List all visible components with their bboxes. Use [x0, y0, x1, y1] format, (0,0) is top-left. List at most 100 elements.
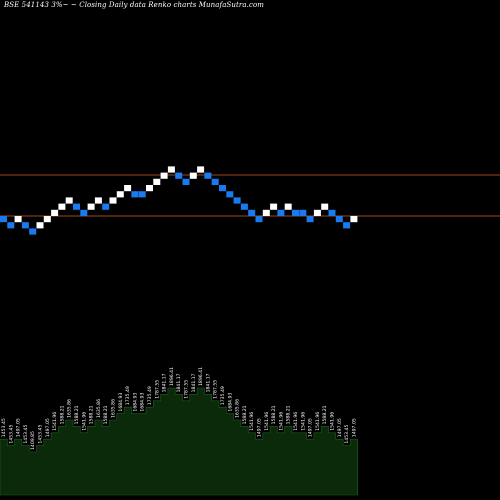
price-label: 1841.17 — [176, 373, 182, 392]
price-label: 1497.05 — [351, 418, 357, 437]
renko-brick-up — [58, 203, 66, 210]
price-label: 1541.96 — [315, 412, 321, 431]
price-label: 1635.86 — [67, 399, 73, 418]
price-label: 1409.85 — [30, 431, 36, 450]
price-label: 1684.93 — [132, 393, 138, 412]
symbol-label: BSE 541143 3% — [4, 1, 63, 9]
price-label: 1588.21 — [271, 405, 277, 424]
renko-brick-down — [73, 203, 80, 210]
renko-brick-down — [299, 209, 307, 216]
renko-brick-up — [87, 203, 95, 210]
renko-brick-up — [116, 191, 124, 198]
price-label: 1541.96 — [249, 412, 255, 431]
price-label: 1684.93 — [227, 393, 233, 412]
renko-brick-up — [189, 172, 197, 179]
price-label: 1541.96 — [300, 412, 306, 431]
renko-brick-down — [277, 209, 285, 216]
price-label: 1635.86 — [235, 399, 241, 418]
renko-brick-up — [94, 197, 102, 204]
renko-brick-up — [284, 203, 292, 210]
renko-brick-up — [109, 197, 117, 204]
renko-brick-down — [343, 222, 351, 229]
renko-brick-up — [14, 216, 22, 223]
renko-brick-up — [153, 178, 161, 185]
price-label: 1787.55 — [213, 380, 219, 399]
price-label: 1787.55 — [184, 380, 190, 399]
price-label: 1541.96 — [81, 412, 87, 431]
renko-brick-down — [240, 203, 248, 210]
price-label: 1453.45 — [23, 425, 29, 444]
renko-brick-down — [328, 209, 336, 216]
renko-brick-down — [233, 197, 241, 204]
price-area — [0, 387, 358, 496]
renko-brick-up — [160, 172, 168, 179]
price-label: 1541.96 — [293, 412, 299, 431]
renko-brick-down — [80, 209, 88, 216]
arrow-glyphs: ~ ~ — [62, 1, 77, 9]
renko-brick-up — [321, 203, 329, 210]
price-label: 1453.45 — [38, 425, 44, 444]
renko-brick-up — [262, 209, 270, 216]
renko-brick-down — [131, 191, 139, 198]
price-label: 1588.21 — [286, 405, 292, 424]
renko-brick-up — [43, 216, 51, 223]
renko-brick-up — [146, 185, 153, 192]
price-label: 1497.05 — [16, 418, 22, 437]
renko-brick-down — [29, 228, 37, 235]
price-label: 1841.17 — [162, 373, 168, 392]
renko-brick-up — [124, 185, 132, 192]
price-label: 1588.21 — [59, 405, 65, 424]
renko-brick-up — [51, 209, 59, 216]
price-label: 1684.93 — [140, 393, 146, 412]
price-label: 1497.05 — [45, 418, 51, 437]
renko-brick-down — [175, 172, 183, 179]
price-label: 1541.96 — [52, 412, 58, 431]
price-label: 1541.96 — [330, 412, 336, 431]
renko-brick-down — [306, 216, 314, 223]
price-label: 1735.49 — [220, 386, 226, 405]
price-label: 1684.93 — [118, 393, 124, 412]
price-label: 1541.96 — [264, 412, 270, 431]
chart-title: BSE 541143 3%~ ~ Closing Daily data Renk… — [4, 1, 264, 9]
renko-brick-up — [36, 222, 44, 229]
price-area-fill — [0, 387, 358, 496]
renko-brick-up — [65, 197, 73, 204]
price-label: 1497.05 — [257, 418, 263, 437]
renko-brick-down — [255, 216, 263, 223]
price-label: 1635.86 — [111, 399, 117, 418]
price-label: 1588.21 — [322, 405, 328, 424]
price-label: 1453.45 — [1, 418, 7, 437]
renko-brick-down — [219, 185, 226, 192]
price-label: 1588.21 — [103, 405, 109, 424]
renko-brick-down — [182, 178, 190, 185]
price-label: 1453.45 — [344, 425, 350, 444]
renko-bricks — [0, 166, 358, 235]
price-label: 1635.86 — [96, 399, 102, 418]
price-label: 1541.96 — [278, 412, 284, 431]
price-labels: 1453.45 1453.45 1497.05 1453.45 1409.85 1453.… — [1, 367, 357, 450]
renko-brick-down — [248, 209, 256, 216]
price-label: 1841.17 — [191, 373, 197, 392]
renko-brick-up — [350, 216, 358, 223]
renko-brick-down — [0, 216, 7, 223]
renko-brick-up — [167, 166, 175, 173]
renko-brick-down — [138, 191, 146, 198]
price-label: 1497.05 — [308, 418, 314, 437]
renko-brick-down — [21, 222, 29, 229]
renko-brick-down — [211, 178, 219, 185]
price-label: 1588.21 — [74, 405, 80, 424]
renko-brick-down — [292, 209, 299, 216]
price-label: 1497.05 — [337, 418, 343, 437]
price-label: 1896.41 — [169, 367, 175, 386]
renko-brick-down — [7, 222, 15, 229]
price-label: 1588.21 — [89, 405, 95, 424]
renko-brick-up — [270, 203, 278, 210]
price-label: 1841.17 — [205, 373, 211, 392]
price-label: 1896.41 — [198, 367, 204, 386]
renko-brick-down — [204, 172, 212, 179]
price-label: 1588.21 — [242, 405, 248, 424]
price-label: 1735.49 — [125, 386, 131, 405]
renko-brick-down — [102, 203, 110, 210]
price-label: 1735.49 — [147, 386, 153, 405]
